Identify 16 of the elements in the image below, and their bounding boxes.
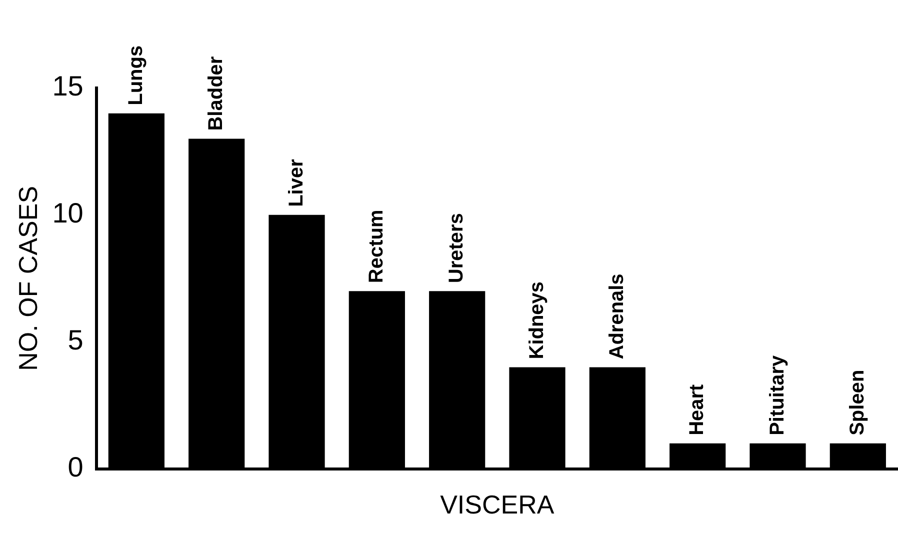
x-tick-label: Heart: [686, 384, 708, 436]
x-tick-label: Adrenals: [606, 274, 628, 360]
y-tick-label: 10: [52, 198, 84, 229]
x-axis-title: VISCERA: [440, 490, 555, 520]
x-tick-label: Pituitary: [766, 354, 788, 436]
y-axis-title: NO. OF CASES: [12, 186, 43, 371]
x-tick-label: Liver: [285, 158, 308, 207]
x-tick-label: Ureters: [446, 213, 468, 284]
x-tick-label: Spleen: [846, 370, 868, 436]
x-tick-label: Rectum: [365, 210, 388, 284]
x-tick-label: Bladder: [205, 56, 228, 131]
x-tick-label: Kidneys: [526, 281, 548, 360]
x-tick-label: Lungs: [124, 45, 147, 106]
y-tick-label: 15: [52, 70, 84, 102]
y-tick-label: 5: [68, 324, 84, 356]
y-tick-label: 0: [68, 452, 84, 483]
